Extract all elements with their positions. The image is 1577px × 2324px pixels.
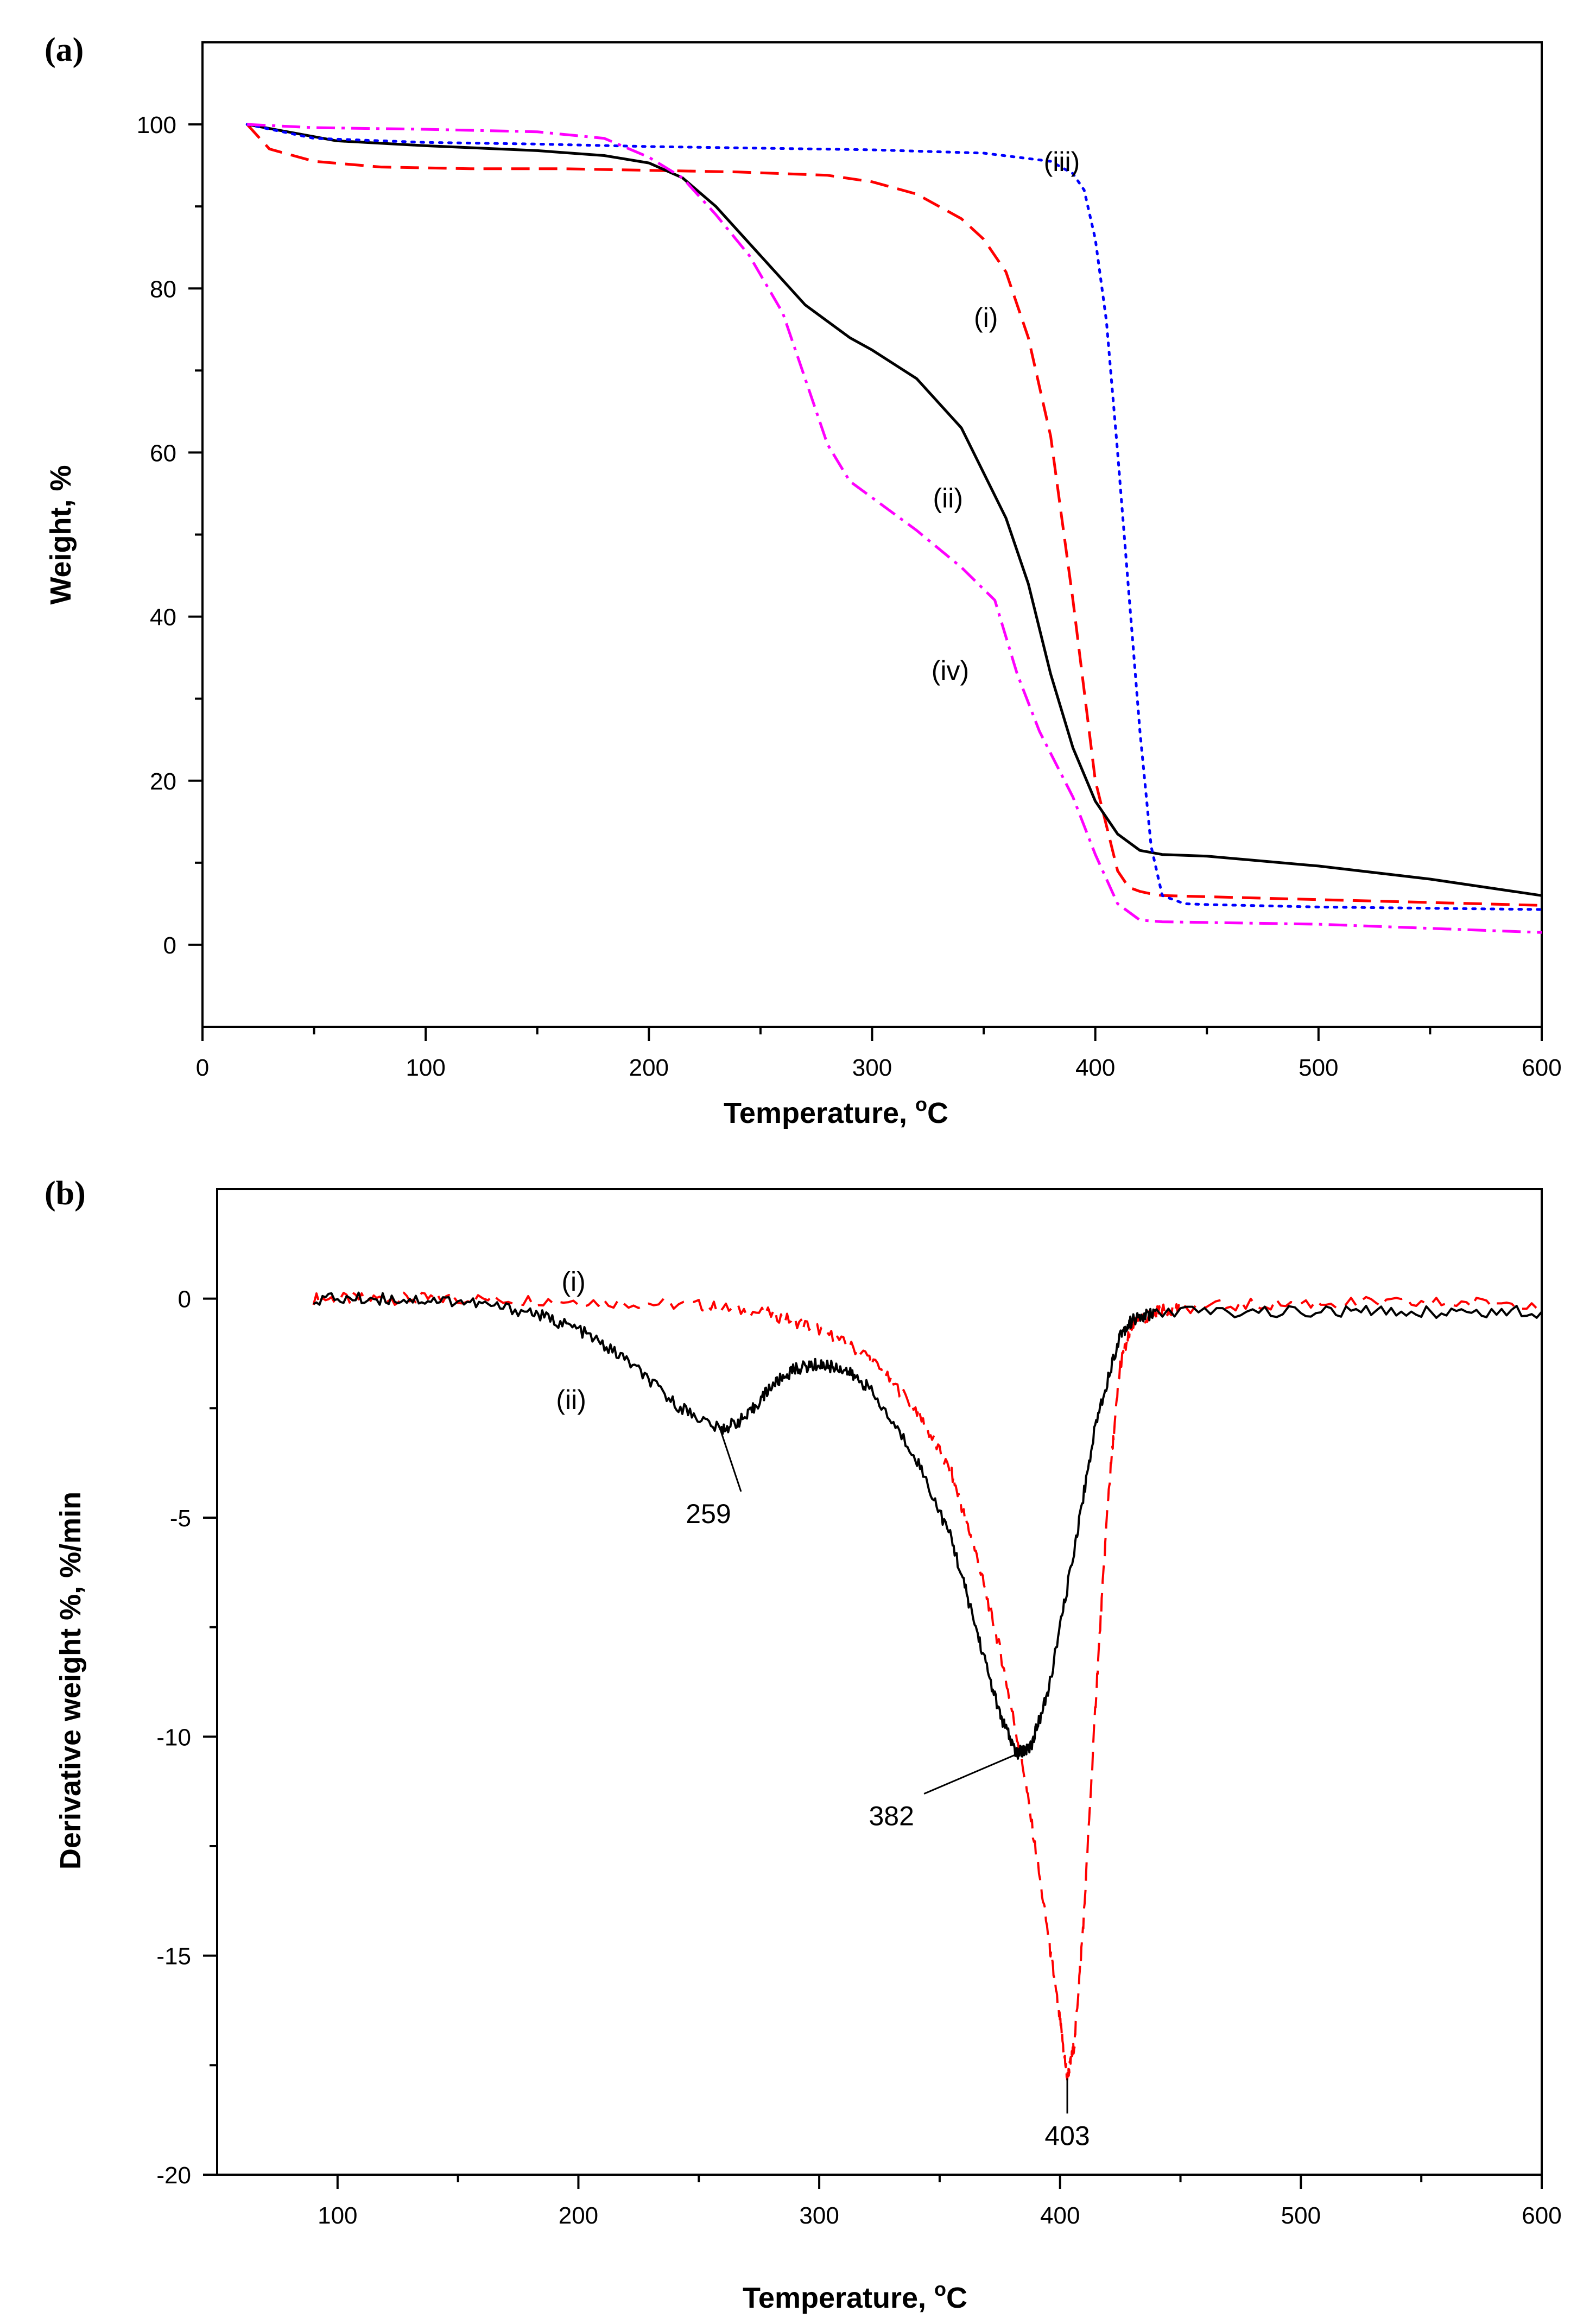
x-tick-label: 300 [852,1054,892,1081]
y-tick-label: -5 [170,1505,191,1532]
peak-leader-line [923,1753,1017,1795]
x-tick-label: 0 [196,1054,209,1081]
panel-a-x-axis-title-unit: C [927,1097,948,1129]
series-line-4 [247,123,1542,934]
panel-a-x-axis-title-main: Temperature, [724,1097,915,1129]
series-line-1 [246,123,1542,907]
y-tick-label: 40 [150,604,176,631]
peak-label: 382 [869,1801,914,1832]
panel-b-label: (b) [45,1175,86,1212]
panel-a-x-axis-title: Temperature, oC [724,1093,948,1129]
series-line-3 [245,123,1543,911]
x-tick-label: 500 [1299,1054,1338,1081]
panel-a-x-axis-title-degree: o [915,1093,927,1115]
curve-label: (ii) [556,1385,586,1415]
y-tick-label: 100 [137,112,176,138]
curve-label: (iv) [932,655,969,686]
x-tick-label: 100 [406,1054,445,1081]
x-tick-label: 600 [1522,1054,1561,1081]
y-tick-label: -15 [156,1943,191,1970]
panel-b-x-axis-title-unit: C [946,2282,967,2314]
panel-a-annotations: (iii) (i) (ii) (iv) [932,147,1080,686]
panel-b-x-axis-title: Temperature, oC [743,2278,967,2314]
x-tick-label: 400 [1075,1054,1115,1081]
y-tick-label: 60 [150,440,176,466]
y-tick-label: -20 [156,2162,191,2189]
panel-b-y-axis-title: Derivative weight %, %/min [54,1492,87,1870]
panel-b-ticks: 100 200 300 400 500 600 0 -5 -10 -15 -20 [156,1286,1561,2229]
panel-b-x-axis-title-degree: o [934,2278,946,2300]
series-line-2 [313,1291,1543,1760]
curve-label: (ii) [933,483,964,514]
y-tick-label: 0 [178,1286,191,1313]
x-tick-label: 200 [559,2202,598,2229]
y-tick-label: 0 [163,932,176,959]
curve-label: (i) [561,1266,585,1297]
y-tick-label: -10 [156,1724,191,1751]
panel-a-series [245,123,1543,934]
panel-b-plot-frame [216,1188,1543,2176]
curve-label: (iii) [1044,147,1080,177]
panel-b-annotations: (i) (ii) 259 382 403 [556,1266,1090,2151]
panel-a-y-axis-title: Weight, % [45,465,77,604]
x-tick-label: 200 [629,1054,669,1081]
y-tick-label: 80 [150,276,176,302]
panel-a-plot-frame [201,41,1543,1028]
peak-leader-line [719,1430,742,1492]
panel-b-series [312,1291,1543,2081]
peak-label: 259 [686,1499,731,1529]
panel-b-x-axis-title-main: Temperature, [743,2282,934,2314]
curve-label: (i) [974,302,998,333]
x-tick-label: 100 [318,2202,357,2229]
peak-label: 403 [1044,2120,1090,2151]
x-tick-label: 300 [799,2202,839,2229]
x-tick-label: 400 [1040,2202,1080,2229]
series-line-2 [246,123,1542,897]
panel-a-chart: (a) 0 100 200 300 400 500 600 0 20 40 60 80 100 (iii… [45,31,1562,1129]
x-tick-label: 600 [1522,2202,1561,2229]
panel-a-label: (a) [45,31,84,68]
series-line-1 [312,1291,1543,2081]
x-tick-label: 500 [1281,2202,1321,2229]
y-tick-label: 20 [150,768,176,795]
panel-a-ticks: 0 100 200 300 400 500 600 0 20 40 60 80 100 [137,112,1562,1081]
